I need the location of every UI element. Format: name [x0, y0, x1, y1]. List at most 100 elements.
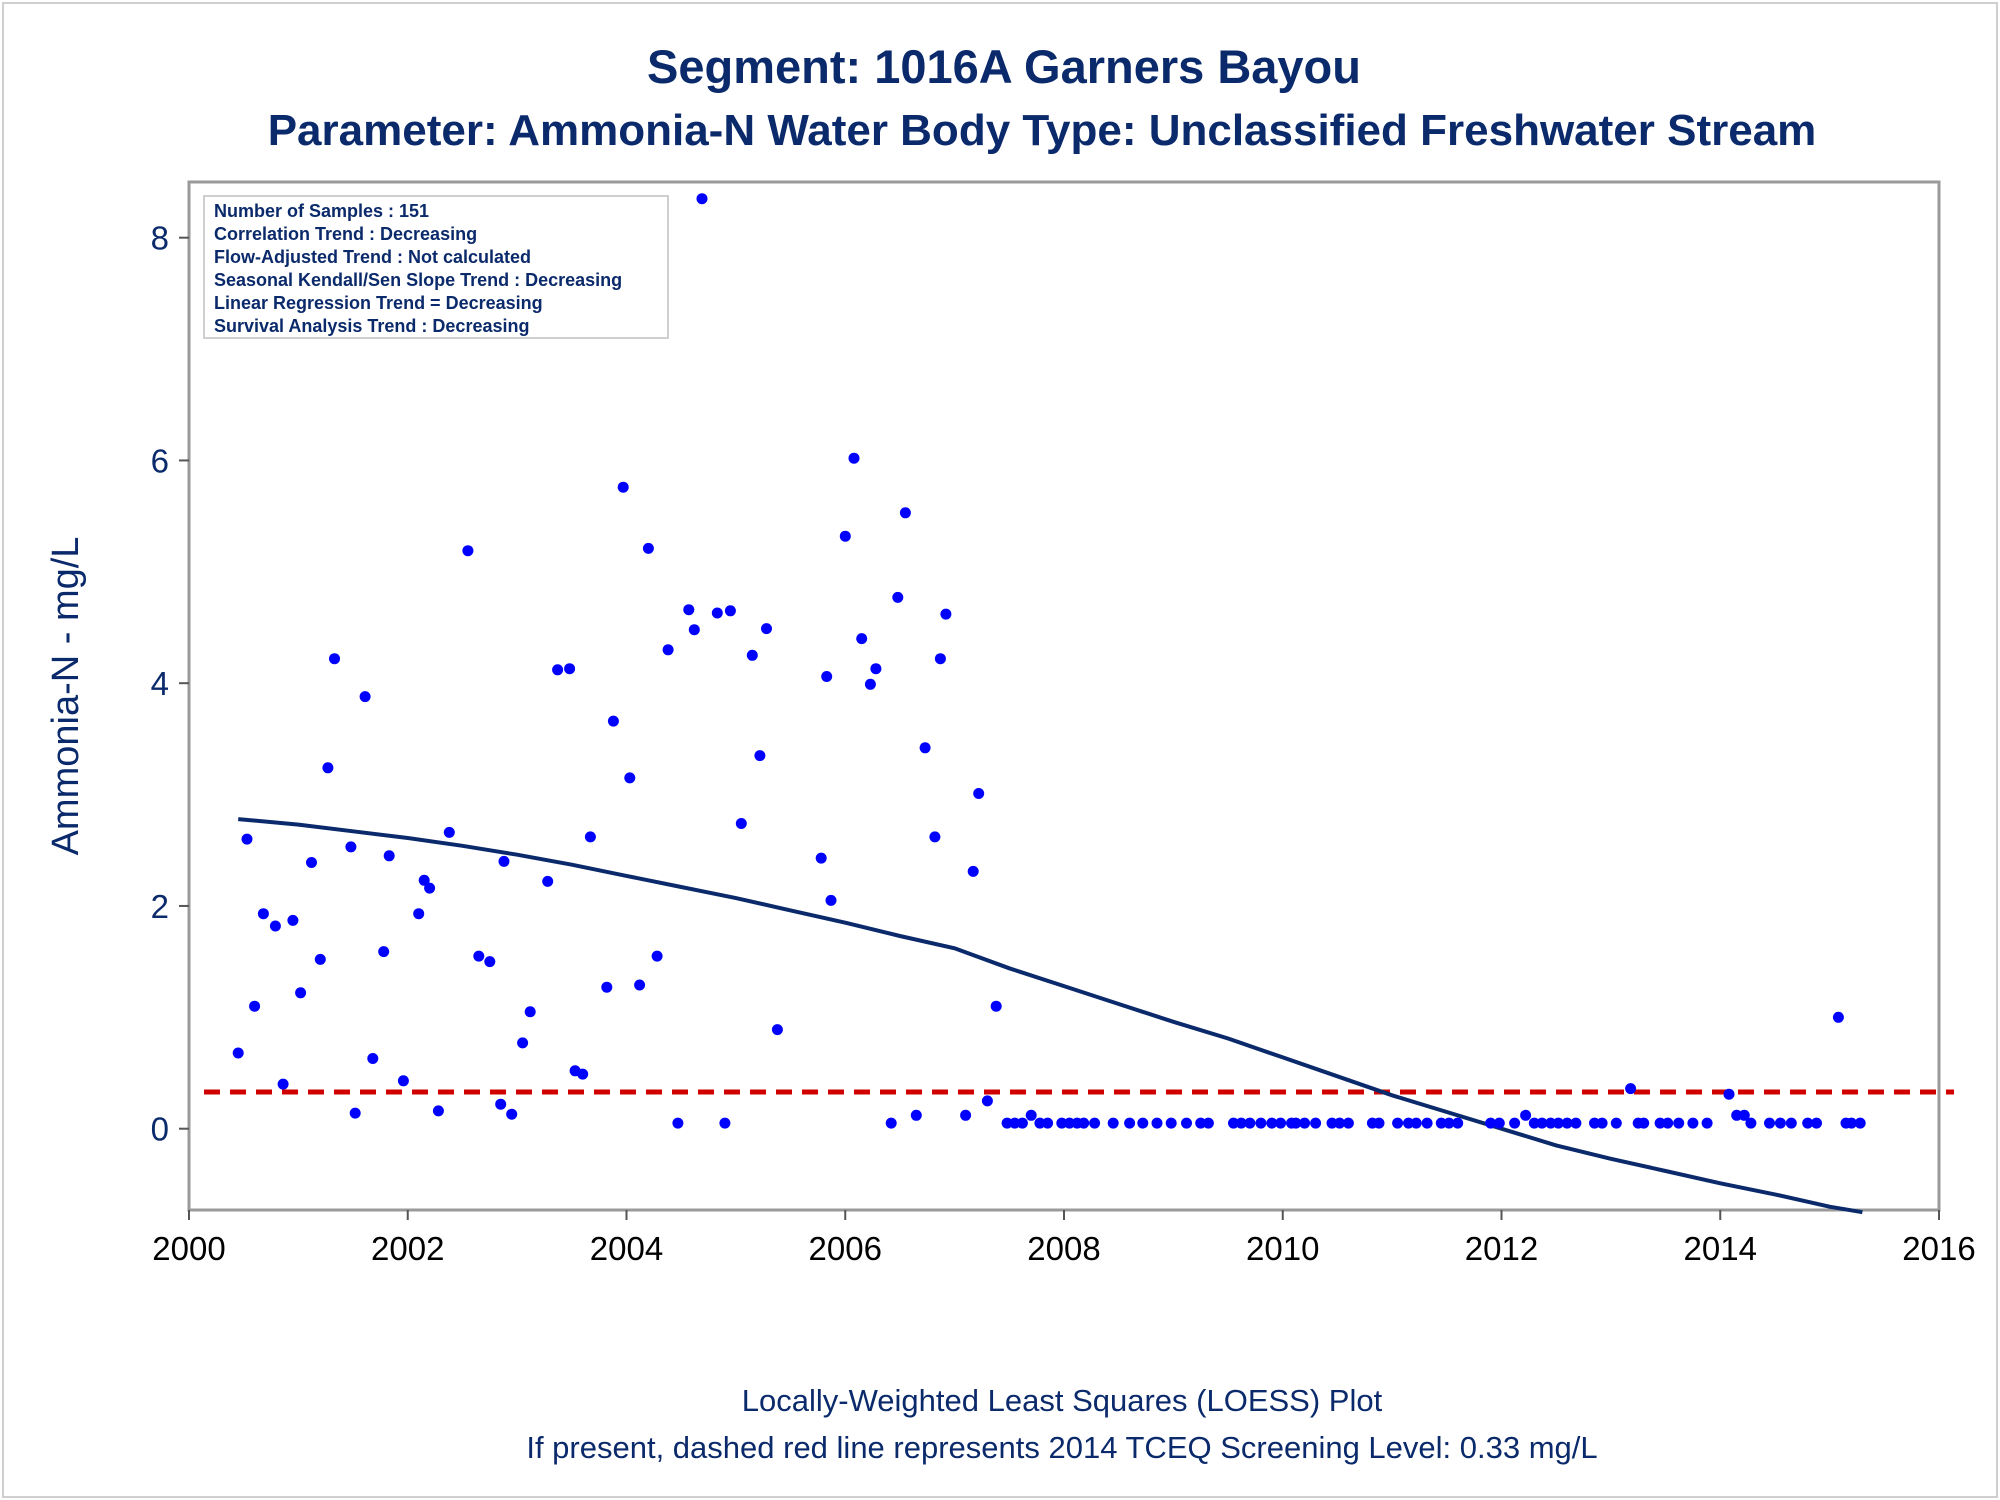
data-point: [1001, 1117, 1013, 1129]
loess-line: [238, 817, 1863, 1215]
data-point: [634, 979, 646, 991]
data-point: [1785, 1117, 1797, 1129]
data-point: [864, 678, 876, 690]
data-point: [839, 530, 851, 542]
data-point: [1034, 1117, 1046, 1129]
stats-line-samples: Number of Samples : 151: [214, 201, 429, 221]
data-point: [870, 663, 882, 675]
data-point: [910, 1109, 922, 1121]
data-point: [1552, 1117, 1564, 1129]
data-point: [1774, 1117, 1786, 1129]
data-point: [1638, 1117, 1650, 1129]
data-point: [1561, 1117, 1573, 1129]
data-point: [1235, 1117, 1247, 1129]
data-point: [1334, 1117, 1346, 1129]
data-point: [443, 826, 455, 838]
data-point: [960, 1109, 972, 1121]
data-point: [506, 1108, 518, 1120]
data-point: [1854, 1117, 1866, 1129]
data-point: [1485, 1117, 1497, 1129]
data-point: [771, 1024, 783, 1036]
data-point: [746, 649, 758, 661]
data-point: [1244, 1117, 1256, 1129]
data-point: [919, 742, 931, 754]
stats-line-correlation: Correlation Trend : Decreasing: [214, 224, 477, 244]
stats-box-frame: [203, 195, 669, 339]
x-tick-label: 2004: [590, 1230, 663, 1267]
x-axis: 2000 2002 2004 2006 2008 2010 2012 2014 2016: [152, 1210, 1976, 1267]
data-point: [295, 987, 307, 999]
data-point: [973, 788, 985, 799]
data-point: [848, 452, 860, 464]
data-point: [269, 920, 281, 932]
data-point: [1107, 1117, 1119, 1129]
data-point: [885, 1117, 897, 1129]
data-point: [1275, 1117, 1287, 1129]
data-point: [1596, 1117, 1608, 1129]
data-point: [1056, 1117, 1068, 1129]
data-point: [1266, 1117, 1278, 1129]
data-point: [1299, 1117, 1311, 1129]
data-point: [1181, 1117, 1192, 1129]
data-point: [662, 644, 674, 656]
data-point: [413, 908, 425, 920]
data-point: [1536, 1117, 1548, 1129]
data-point: [1151, 1117, 1163, 1129]
data-point: [397, 1075, 409, 1087]
data-point: [287, 914, 299, 926]
stats-box: Number of Samples : 151 Correlation Tren…: [203, 195, 669, 339]
data-point: [329, 653, 340, 665]
data-point: [1064, 1117, 1075, 1129]
x-tick-label: 2012: [1465, 1230, 1538, 1267]
data-point: [1443, 1117, 1455, 1129]
data-point: [899, 507, 911, 519]
data-point: [601, 981, 613, 993]
data-point: [1610, 1117, 1622, 1129]
chart-subtitle: Parameter: Ammonia-N Water Body Type: Un…: [268, 106, 1817, 155]
data-point: [1255, 1117, 1267, 1129]
data-point: [1195, 1117, 1207, 1129]
data-point: [462, 545, 474, 557]
data-point: [981, 1095, 993, 1107]
data-point: [1009, 1117, 1021, 1129]
data-point: [418, 874, 430, 886]
data-point: [1435, 1117, 1447, 1129]
data-point: [495, 1098, 507, 1110]
data-point: [1310, 1117, 1322, 1129]
y-tick-label: 0: [151, 1111, 169, 1148]
data-point: [232, 1047, 244, 1059]
data-point: [1228, 1117, 1239, 1129]
x-tick-label: 2002: [371, 1230, 444, 1267]
data-point: [1731, 1109, 1743, 1121]
x-tick-label: 2014: [1684, 1230, 1757, 1267]
data-point: [624, 772, 636, 784]
data-point: [314, 953, 326, 965]
data-point: [1042, 1117, 1054, 1129]
stats-line-flow-adjusted: Flow-Adjusted Trend : Not calculated: [214, 247, 531, 267]
chart-title: Segment: 1016A Garners Bayou: [647, 40, 1361, 93]
data-point: [1570, 1117, 1582, 1129]
data-point: [1528, 1117, 1540, 1129]
data-point: [967, 865, 979, 877]
data-point: [1625, 1083, 1637, 1095]
data-point: [821, 671, 833, 682]
data-point: [688, 624, 700, 636]
data-point: [934, 653, 946, 665]
data-point: [1589, 1117, 1600, 1129]
data-point: [1687, 1117, 1699, 1129]
data-point: [929, 831, 941, 843]
data-point: [349, 1107, 361, 1119]
data-point: [564, 663, 576, 675]
data-point: [257, 908, 269, 920]
data-point: [1723, 1088, 1735, 1100]
data-point: [1701, 1117, 1713, 1129]
data-point: [552, 664, 564, 676]
data-point: [1764, 1117, 1775, 1129]
data-point: [1137, 1117, 1149, 1129]
loess-curve: [238, 817, 1863, 1215]
data-point: [607, 715, 619, 727]
data-point: [1165, 1117, 1177, 1129]
data-point: [1452, 1117, 1464, 1129]
data-point: [1520, 1109, 1532, 1121]
